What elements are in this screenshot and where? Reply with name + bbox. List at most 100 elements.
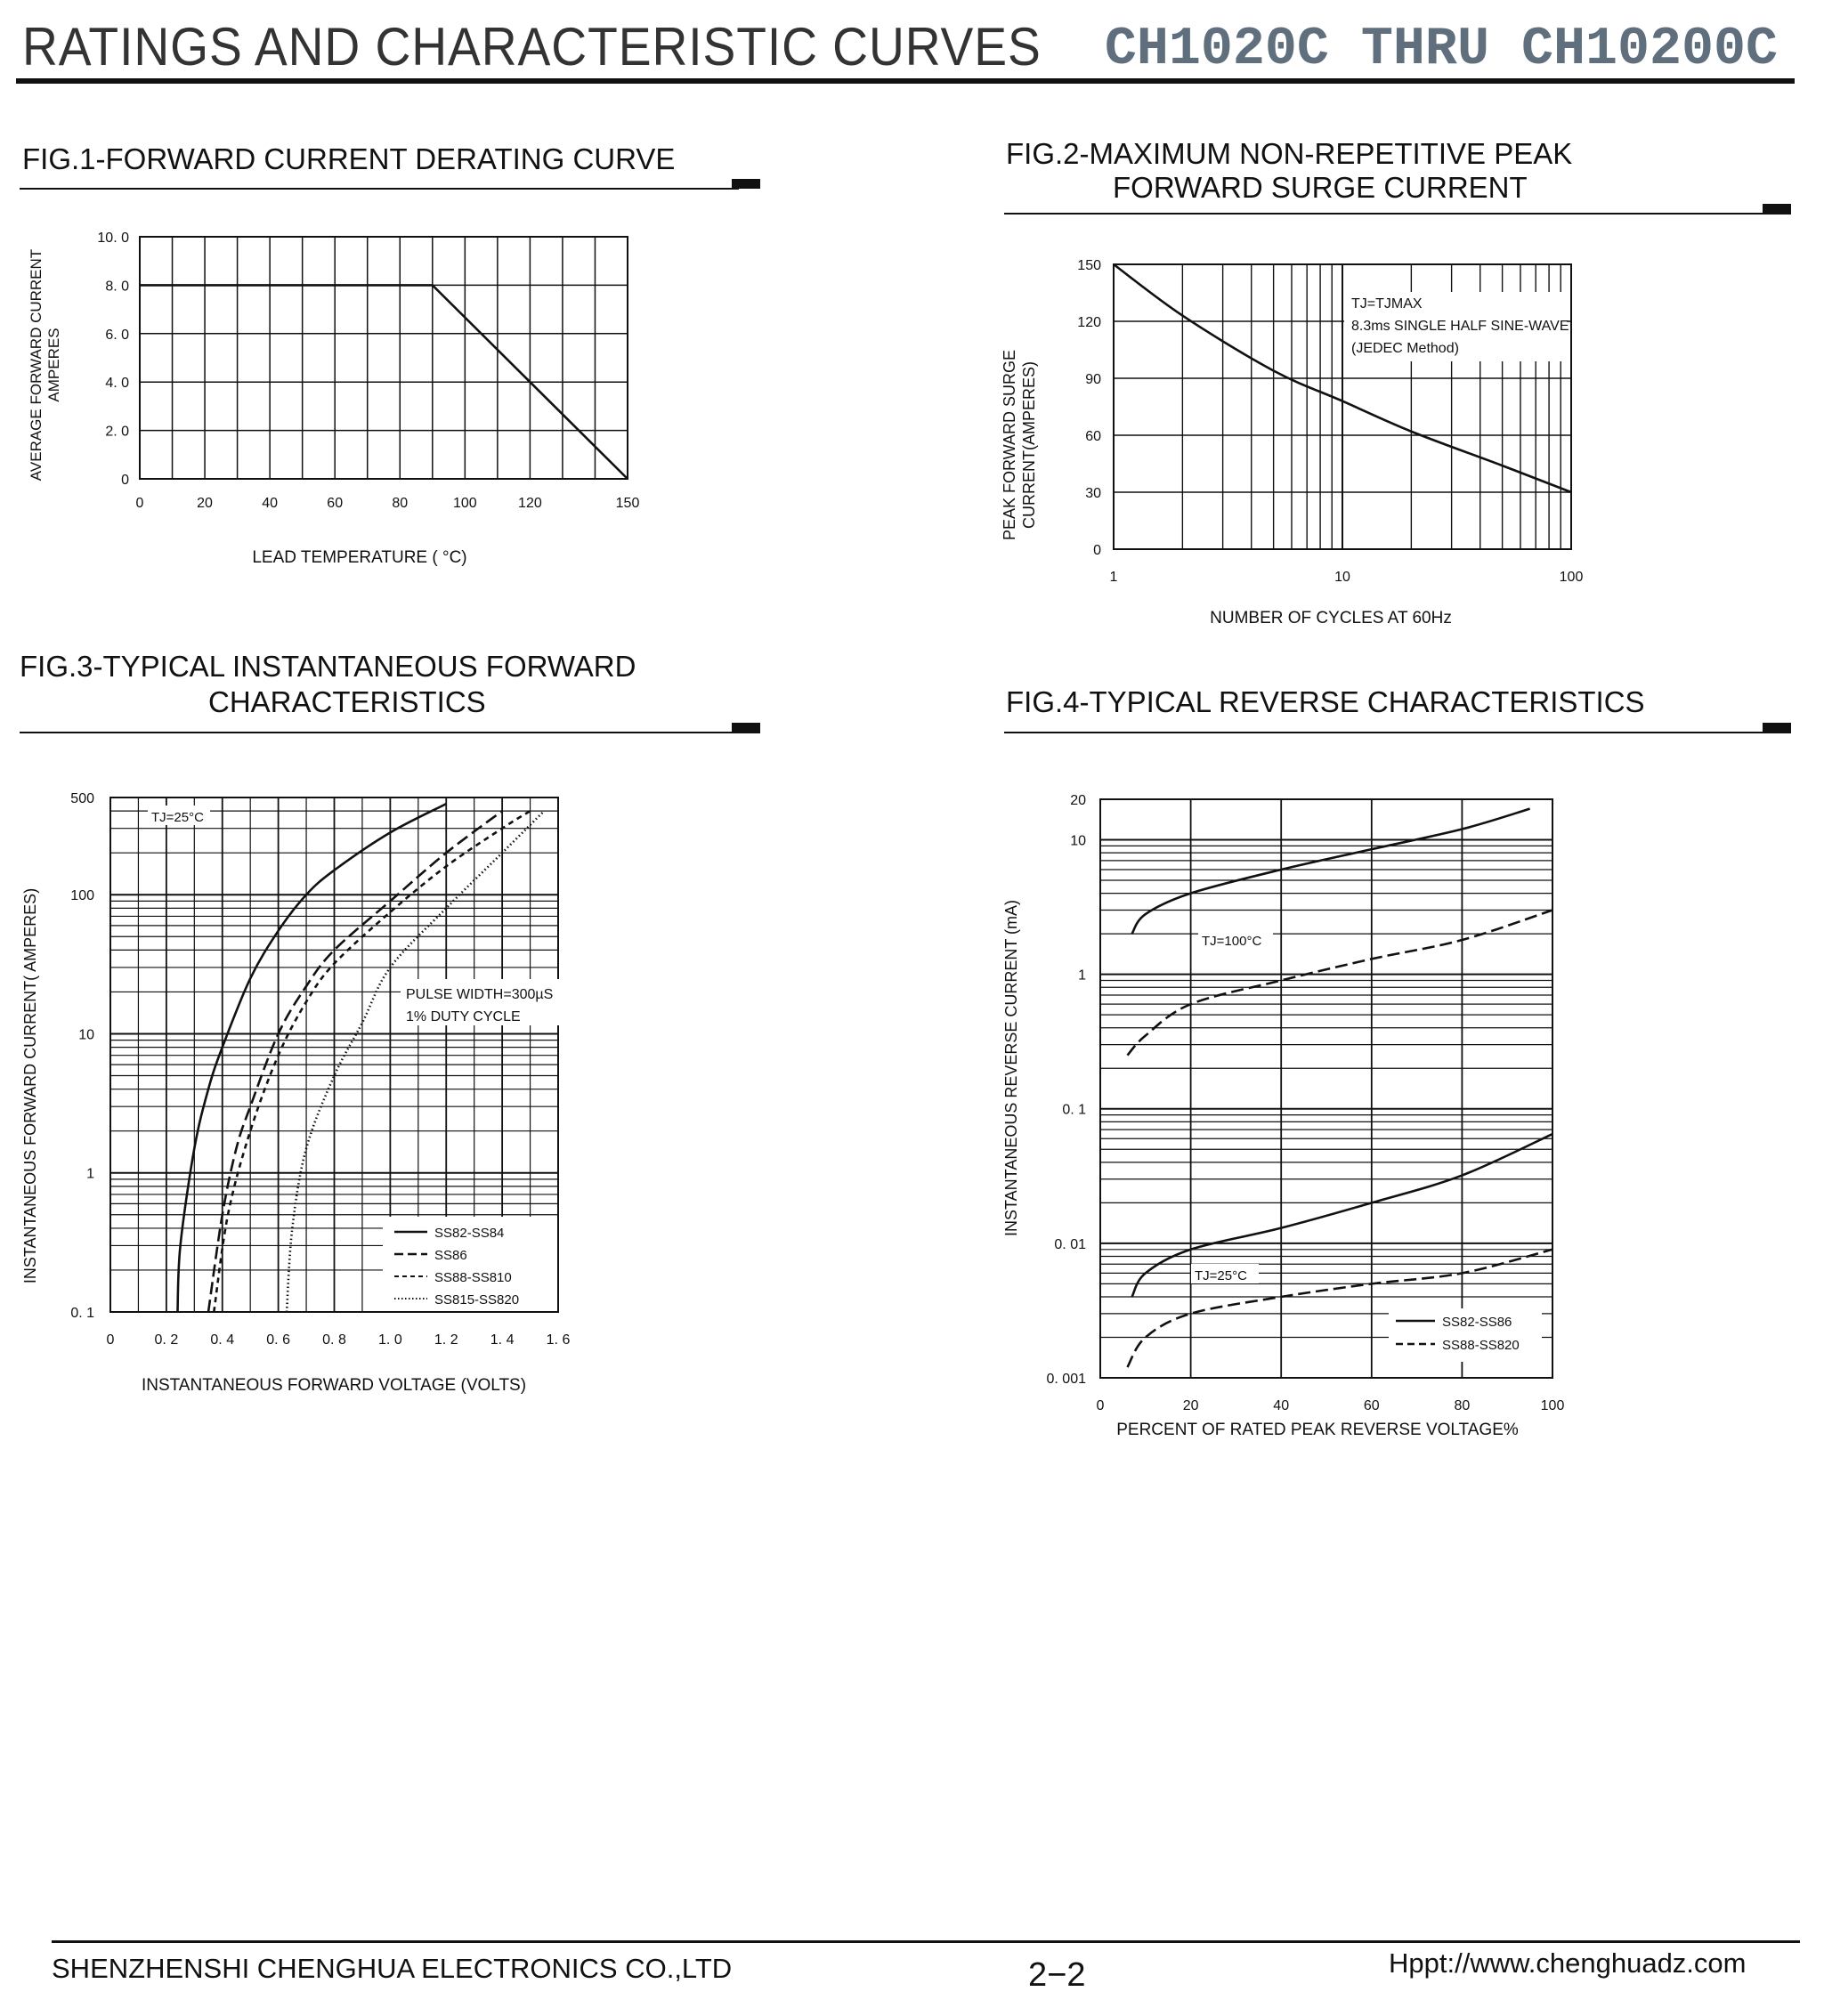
fig4-xtick-5: 100 [1541,1398,1565,1413]
fig3-tj-bg [148,806,210,825]
fig4-xtick-2: 40 [1273,1398,1289,1413]
fig3-xtick-8: 1. 6 [547,1332,571,1348]
fig3-legend-label-3: SS88-SS810 [434,1270,512,1285]
fig4: FIG.4-TYPICAL REVERSE CHARACTERISTICS IN… [1002,685,1791,1439]
fig2-note-2: 8.3ms SINGLE HALF SINE-WAVE [1351,319,1569,334]
footer-company: SHENZHENSHI CHENGHUA ELECTRONICS CO.,LTD [52,1953,733,1984]
fig4-tj-low: TJ=25°C [1195,1268,1247,1283]
fig1-xtick-6: 120 [518,496,542,511]
fig2-ytick-1: 120 [1077,315,1101,330]
fig1-xtick-0: 0 [136,496,144,511]
fig4-series-1 [1126,909,1553,1057]
fig2-xtick-0: 1 [1110,570,1118,585]
fig1-xtick-3: 60 [327,496,343,511]
header-rule [16,78,1795,84]
fig3-ytick-1: 100 [70,888,94,903]
fig4-tj-low-bg [1191,1264,1259,1283]
fig2-series-curve [1113,263,1572,494]
fig4-series-3 [1126,1248,1553,1368]
fig2-note-1: TJ=TJMAX [1351,296,1423,312]
fig3: FIG.3-TYPICAL INSTANTANEOUS FORWARD CHAR… [20,650,760,1395]
fig4-legend-bg [1389,1308,1542,1362]
fig3-xtick-7: 1. 4 [490,1332,515,1348]
fig2-ylabel-2: CURRENT(AMPERES) [1020,361,1038,529]
fig3-xtick-2: 0. 4 [210,1332,234,1348]
fig1-plot: 10. 0 8. 0 6. 0 4. 0 2. 0 00 20 40 60 80 100 120 150 [97,231,639,511]
fig2: FIG.2-MAXIMUM NON-REPETITIVE PEAK FORWAR… [1001,137,1791,627]
fig4-frame [1099,798,1553,1379]
fig1-rule-marker [732,179,760,189]
fig3-tj: TJ=25°C [151,810,204,825]
fig2-ylabel-1: PEAK FORWARD SURGE [1001,350,1018,540]
fig3-ylabel: INSTANTANEOUS FORWARD CURRENT( AMPERES) [21,888,39,1283]
fig4-xlabel: PERCENT OF RATED PEAK REVERSE VOLTAGE% [1116,1421,1519,1439]
fig3-legend: SS82-SS84 SS86 SS88-SS810 SS815-SS820 [394,1226,519,1308]
fig3-title-2: CHARACTERISTICS [208,685,486,718]
fig1-xtick-5: 100 [453,496,477,511]
fig2-xtick-1: 10 [1334,570,1350,585]
fig2-ytick-4: 30 [1085,486,1101,501]
fig3-xtick-3: 0. 6 [266,1332,290,1348]
fig1-xtick-7: 150 [616,496,640,511]
fig3-xtick-1: 0. 2 [155,1332,179,1348]
fig1-ytick-2: 6. 0 [105,328,129,343]
fig2-ytick-5: 0 [1093,543,1101,558]
fig1-ytick-5: 0 [121,473,129,488]
fig1-series-line [140,284,628,480]
fig3-ytick-3: 1 [86,1167,94,1182]
fig3-xtick-4: 0. 8 [322,1332,346,1348]
fig1-ytick-0: 10. 0 [97,231,129,246]
fig3-legend-label-4: SS815-SS820 [434,1292,519,1308]
fig4-ytick-0: 20 [1070,793,1086,808]
fig3-xtick-6: 1. 2 [434,1332,458,1348]
page-number: 2−2 [1028,1956,1086,1994]
fig2-frame [1113,263,1572,550]
fig2-note-3: (JEDEC Method) [1351,341,1459,356]
fig1-xtick-1: 20 [197,496,213,511]
fig4-rule-marker [1763,723,1791,733]
fig1-xtick-4: 80 [392,496,408,511]
fig4-series-0 [1131,807,1530,935]
fig2-xtick-2: 100 [1560,570,1584,585]
fig3-ytick-2: 10 [78,1027,94,1042]
fig3-ytick-0: 500 [70,791,94,806]
fig3-series-0 [176,802,447,1313]
fig4-tj-high: TJ=100°C [1202,934,1261,949]
fig3-frame [109,797,559,1313]
fig4-legend-label-2: SS88-SS820 [1442,1338,1520,1353]
fig1: FIG.1-FORWARD CURRENT DERATING CURVE AVE… [20,142,760,567]
fig2-rule-marker [1763,204,1791,214]
fig1-ytick-4: 2. 0 [105,425,129,440]
fig3-legend-label-1: SS82-SS84 [434,1226,504,1241]
fig1-frame [139,236,628,480]
fig2-xlabel: NUMBER OF CYCLES AT 60Hz [1210,609,1452,627]
fig1-ytick-3: 4. 0 [105,376,129,391]
fig2-ytick-0: 150 [1077,258,1101,273]
footer-url: Hppt://www.chenghuadz.com [1389,1947,1747,1979]
fig4-ytick-2: 1 [1078,968,1086,984]
fig1-ytick-1: 8. 0 [105,279,129,294]
fig4-ytick-4: 0. 01 [1054,1237,1086,1252]
fig3-ytick-4: 0. 1 [70,1306,94,1321]
fig3-xlabel: INSTANTANEOUS FORWARD VOLTAGE (VOLTS) [142,1376,526,1395]
fig2-plot: 150 120 90 60 30 01 10 100 [1077,258,1583,585]
fig1-title: FIG.1-FORWARD CURRENT DERATING CURVE [22,142,675,175]
fig3-title-1: FIG.3-TYPICAL INSTANTANEOUS FORWARD [20,650,636,683]
fig1-xlabel: LEAD TEMPERATURE ( °C) [252,548,466,567]
fig4-ytick-5: 0. 001 [1047,1372,1087,1387]
fig3-pulse-1: PULSE WIDTH=300µS [406,987,553,1002]
fig4-legend: SS82-SS86 SS88-SS820 [1396,1315,1520,1353]
fig1-ylabel-1: AVERAGE FORWARD CURRENT [28,249,45,481]
fig3-legend-label-2: SS86 [434,1248,467,1263]
fig4-ylabel: INSTANTANEOUS REVERSE CURRENT (mA) [1002,900,1020,1236]
fig1-xtick-2: 40 [262,496,278,511]
fig3-xtick-0: 0 [107,1332,115,1348]
footer-rule [52,1940,1800,1943]
fig2-title-1: FIG.2-MAXIMUM NON-REPETITIVE PEAK [1006,137,1572,170]
fig4-ytick-3: 0. 1 [1062,1103,1086,1118]
fig4-xtick-4: 80 [1455,1398,1471,1413]
fig3-pulse-2: 1% DUTY CYCLE [406,1009,521,1024]
fig1-ylabel-2: AMPERES [45,328,62,401]
fig2-ytick-3: 60 [1085,429,1101,444]
